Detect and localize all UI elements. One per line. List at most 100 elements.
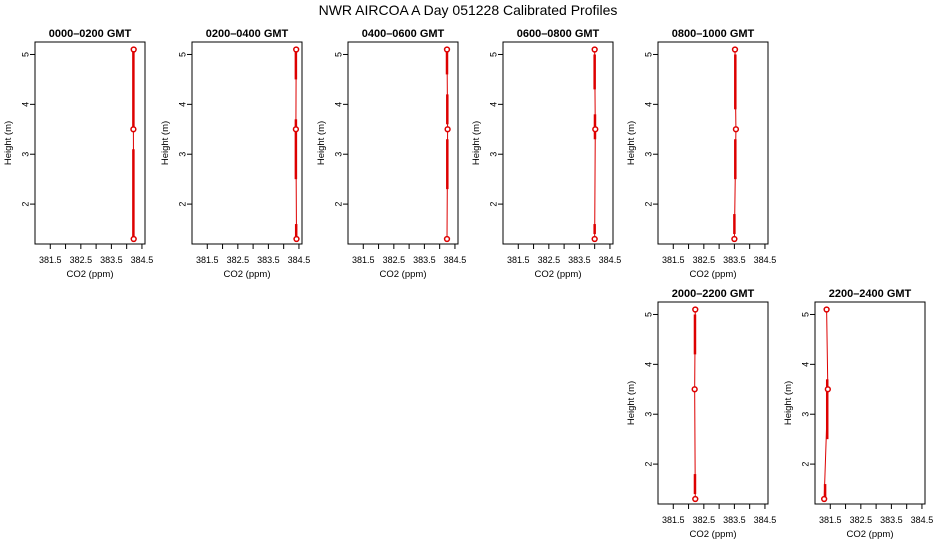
data-point [443, 235, 451, 243]
data-point [731, 46, 739, 53]
y-tick-label: 5 [333, 52, 343, 57]
chart-panel: 0000–0200 GMT 381.5 382.5 383.5 384.5 2 3 4 5 CO2… [3, 28, 153, 280]
x-tick-label: 384.5 [754, 515, 777, 525]
data-point [592, 126, 599, 133]
y-axis-label: Height (m) [626, 121, 637, 165]
plot-frame [34, 41, 146, 245]
x-tick-label: 381.5 [507, 255, 530, 265]
y-axis-label: Height (m) [316, 121, 327, 165]
panel-title: 0800–1000 GMT [672, 28, 755, 40]
plot-frame [347, 41, 459, 245]
x-tick-label: 384.5 [599, 255, 622, 265]
y-tick-label: 5 [20, 52, 30, 57]
y-tick-label: 2 [488, 202, 498, 207]
x-tick-label: 381.5 [196, 255, 219, 265]
plot-frame [657, 41, 769, 245]
y-tick-label: 5 [643, 312, 653, 317]
x-tick-label: 381.5 [39, 255, 62, 265]
panel-title: 0000–0200 GMT [49, 28, 132, 40]
panel-title: 2200–2400 GMT [829, 288, 912, 300]
data-point [130, 235, 137, 243]
y-tick-label: 3 [333, 152, 343, 157]
y-tick-label: 4 [20, 102, 30, 107]
y-tick-label: 3 [488, 152, 498, 157]
y-tick-label: 4 [333, 102, 343, 107]
chart-panel: 0400–0600 GMT 381.5 382.5 383.5 384.5 2 3 4 5 CO2… [316, 28, 466, 280]
x-tick-label: 383.5 [413, 255, 436, 265]
x-tick-label: 384.5 [131, 255, 154, 265]
plot-frame [814, 301, 926, 505]
panel-title: 0400–0600 GMT [362, 28, 445, 40]
panel-title: 2000–2200 GMT [672, 288, 755, 300]
x-tick-label: 383.5 [100, 255, 123, 265]
y-tick-label: 4 [643, 102, 653, 107]
chart-panel: 2200–2400 GMT 381.5 382.5 383.5 384.5 2 3 4 5 CO2… [783, 288, 933, 540]
y-tick-label: 3 [643, 412, 653, 417]
x-tick-label: 383.5 [880, 515, 903, 525]
x-tick-label: 384.5 [754, 255, 777, 265]
x-tick-label: 383.5 [257, 255, 280, 265]
panel-title: 0600–0800 GMT [517, 28, 600, 40]
y-tick-label: 2 [800, 462, 810, 467]
chart-panel: 0200–0400 GMT 381.5 382.5 383.5 384.5 2 3 4 5 CO2… [160, 28, 310, 280]
y-tick-label: 2 [177, 202, 187, 207]
data-point [591, 46, 598, 53]
x-tick-label: 381.5 [662, 255, 685, 265]
x-tick-label: 383.5 [723, 255, 746, 265]
y-axis-label: Height (m) [783, 381, 794, 425]
data-point [293, 235, 300, 243]
plot-frame [502, 41, 614, 245]
data-point [293, 46, 300, 53]
y-tick-label: 4 [800, 362, 810, 367]
y-tick-label: 5 [488, 52, 498, 57]
x-tick-label: 381.5 [352, 255, 375, 265]
chart-panel: 0600–0800 GMT 381.5 382.5 383.5 384.5 2 3 4 5 CO2… [471, 28, 621, 280]
chart-panel: 2000–2200 GMT 381.5 382.5 383.5 384.5 2 3 4 5 CO2… [626, 288, 776, 540]
panel-title: 0200–0400 GMT [206, 28, 289, 40]
chart-panel: 0800–1000 GMT 381.5 382.5 383.5 384.5 2 3 4 5 CO2… [626, 28, 776, 280]
y-tick-label: 5 [643, 52, 653, 57]
x-axis-label: CO2 (ppm) [67, 269, 114, 280]
x-axis-label: CO2 (ppm) [535, 269, 582, 280]
data-point [691, 386, 698, 393]
figure-title: NWR AIRCOA A Day 051228 Calibrated Profi… [318, 2, 618, 18]
y-axis-label: Height (m) [3, 121, 14, 165]
x-tick-label: 384.5 [288, 255, 311, 265]
y-tick-label: 3 [643, 152, 653, 157]
x-axis-label: CO2 (ppm) [224, 269, 271, 280]
y-tick-label: 3 [20, 152, 30, 157]
data-point [444, 126, 451, 133]
x-tick-label: 382.5 [538, 255, 561, 265]
x-axis-label: CO2 (ppm) [847, 529, 894, 540]
y-tick-label: 2 [643, 462, 653, 467]
x-tick-label: 382.5 [693, 255, 716, 265]
x-axis-label: CO2 (ppm) [690, 269, 737, 280]
x-tick-label: 384.5 [444, 255, 467, 265]
y-tick-label: 5 [800, 312, 810, 317]
y-tick-label: 4 [177, 102, 187, 107]
plot-frame [191, 41, 303, 245]
x-tick-label: 381.5 [819, 515, 842, 525]
x-tick-label: 382.5 [227, 255, 250, 265]
y-tick-label: 2 [333, 202, 343, 207]
data-point [821, 495, 828, 503]
x-tick-label: 383.5 [568, 255, 591, 265]
y-tick-label: 5 [177, 52, 187, 57]
data-point [130, 126, 137, 133]
y-tick-label: 4 [643, 362, 653, 367]
data-point [443, 46, 451, 53]
plot-frame [657, 301, 769, 505]
data-point [591, 235, 598, 243]
x-tick-label: 384.5 [911, 515, 934, 525]
x-tick-label: 381.5 [662, 515, 685, 525]
x-tick-label: 382.5 [693, 515, 716, 525]
y-axis-label: Height (m) [160, 121, 171, 165]
y-tick-label: 3 [800, 412, 810, 417]
data-point [731, 235, 738, 243]
y-axis-label: Height (m) [626, 381, 637, 425]
y-tick-label: 3 [177, 152, 187, 157]
x-tick-label: 383.5 [723, 515, 746, 525]
x-tick-label: 382.5 [70, 255, 93, 265]
data-point [130, 46, 137, 53]
